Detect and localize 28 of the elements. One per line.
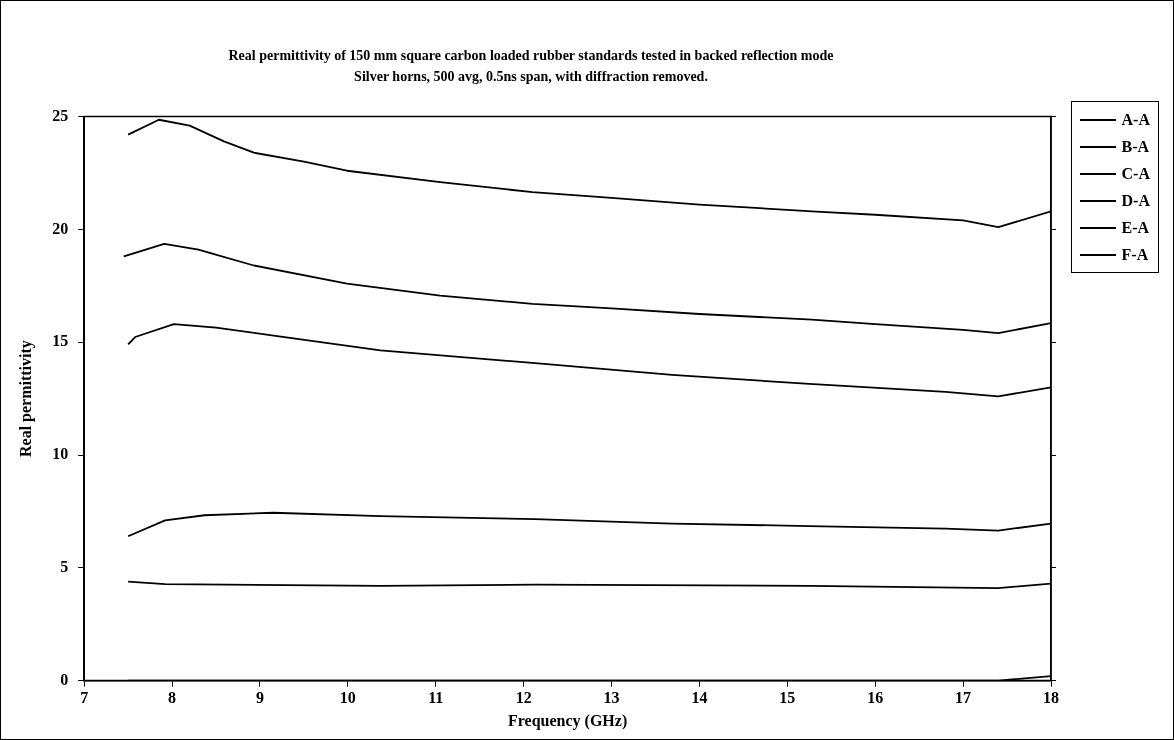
y-tick-label: 0 [60,670,69,688]
y-tick-label: 15 [52,332,69,350]
chart-title: Real permittivity of 150 mm square carbon loaded rubber standards tested in backed reflection mode [227,47,835,65]
legend-label: F-A [1121,245,1149,264]
x-tick-label: 7 [80,689,89,707]
y-tick-label: 5 [60,557,69,575]
legend-label: E-A [1121,218,1150,237]
chart-subtitle: Silver horns, 500 avg, 0.5ns span, with diffraction removed. [353,68,709,86]
x-tick-label: 11 [428,689,444,707]
legend-label: C-A [1121,164,1150,183]
x-tick-label: 15 [779,689,796,707]
x-tick-label: 10 [339,689,356,707]
x-tick-label: 9 [255,689,264,707]
legend-label: A-A [1121,110,1150,129]
x-tick-label: 16 [867,689,884,707]
x-tick-label: 12 [515,689,532,707]
legend-label: D-A [1121,191,1150,210]
y-tick-label: 10 [52,445,69,463]
x-tick-label: 17 [955,689,972,707]
x-tick-label: 8 [168,689,177,707]
x-tick-label: 13 [603,689,620,707]
legend-label: B-A [1121,137,1150,156]
y-axis-title: Real permittivity [16,340,35,458]
x-axis-title: Frequency (GHz) [507,711,628,730]
y-tick-label: 25 [52,106,69,124]
x-tick-label: 14 [691,689,708,707]
y-tick-label: 20 [52,219,69,237]
x-tick-label: 18 [1043,689,1059,707]
